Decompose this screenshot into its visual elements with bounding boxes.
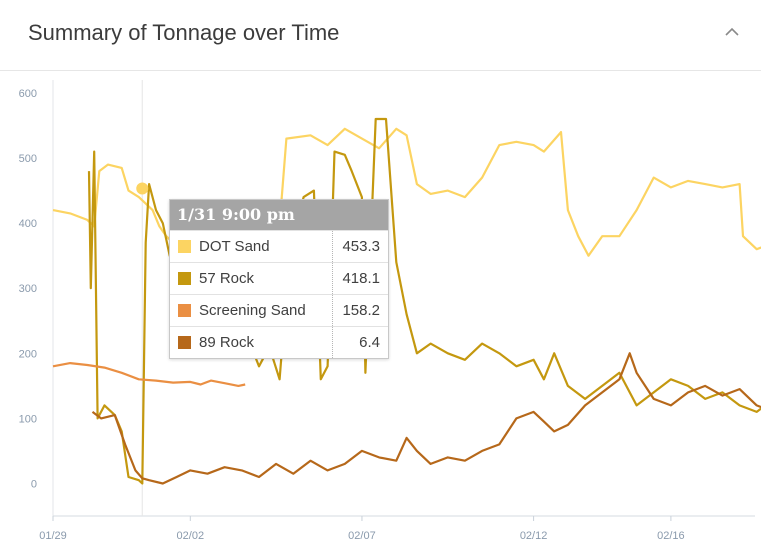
series-swatch-icon [178, 272, 191, 285]
x-tick-label: 02/02 [177, 530, 205, 542]
series-line [52, 127, 761, 290]
y-tick-label: 0 [31, 478, 37, 490]
tooltip-row: Screening Sand 158.2 [170, 294, 388, 326]
tooltip-series-name: DOT Sand [199, 238, 270, 255]
panel-header: Summary of Tonnage over Time [0, 0, 761, 71]
y-tick-label: 500 [19, 153, 37, 165]
series-swatch-icon [178, 304, 191, 317]
line-chart[interactable]: 0 100 200 300 400 500 600 01/29 02/02 02/07 02/12 0… [0, 70, 761, 551]
chart-title: Summary of Tonnage over Time [28, 20, 340, 45]
highlight-point [136, 182, 149, 195]
y-tick-label: 200 [19, 348, 37, 360]
tooltip-title: 1/31 9:00 pm [170, 200, 388, 230]
series-swatch-icon [178, 240, 191, 253]
tooltip-row: 57 Rock 418.1 [170, 262, 388, 294]
x-tick-label: 02/07 [348, 530, 376, 542]
series-line [52, 362, 246, 387]
series-swatch-icon [178, 336, 191, 349]
tooltip-series-name: 89 Rock [199, 334, 255, 351]
tooltip-row: 89 Rock 6.4 [170, 326, 388, 358]
tooltip-series-name: 57 Rock [199, 270, 255, 287]
tooltip-series-value: 158.2 [342, 302, 380, 319]
tooltip-series-name: Screening Sand [199, 302, 306, 319]
x-tick-label: 01/29 [39, 530, 67, 542]
y-tick-label: 600 [19, 88, 37, 100]
y-tick-label: 300 [19, 283, 37, 295]
y-tick-label: 400 [19, 218, 37, 230]
tooltip-row: DOT Sand 453.3 [170, 230, 388, 262]
series-line [87, 117, 761, 485]
x-tick-label: 02/16 [657, 530, 685, 542]
series-line [91, 352, 761, 485]
tooltip-series-value: 453.3 [342, 238, 380, 255]
y-tick-label: 100 [19, 413, 37, 425]
x-tick-label: 02/12 [520, 530, 548, 542]
tooltip-series-value: 418.1 [342, 270, 380, 287]
tooltip-series-value: 6.4 [359, 334, 380, 351]
chevron-up-icon[interactable] [722, 22, 742, 42]
chart-tooltip: 1/31 9:00 pm DOT Sand 453.3 57 Rock 418.… [169, 199, 389, 359]
